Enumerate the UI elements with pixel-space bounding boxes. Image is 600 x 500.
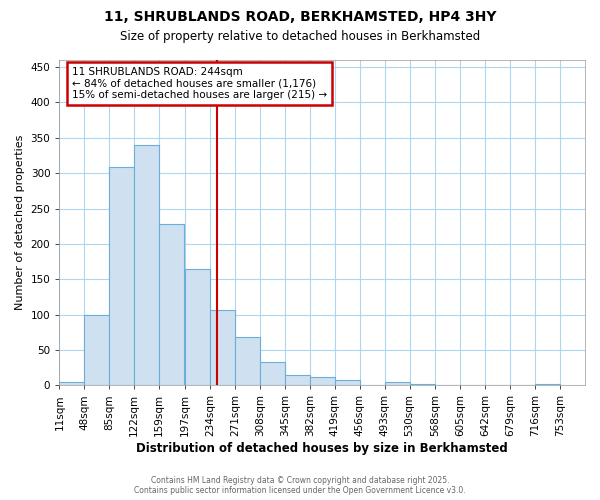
Bar xyxy=(410,384,434,386)
Bar xyxy=(210,310,235,386)
Text: Contains HM Land Registry data © Crown copyright and database right 2025.
Contai: Contains HM Land Registry data © Crown c… xyxy=(134,476,466,495)
Text: 11, SHRUBLANDS ROAD, BERKHAMSTED, HP4 3HY: 11, SHRUBLANDS ROAD, BERKHAMSTED, HP4 3H… xyxy=(104,10,496,24)
Bar xyxy=(385,382,410,386)
Bar xyxy=(235,337,260,386)
Text: Size of property relative to detached houses in Berkhamsted: Size of property relative to detached ho… xyxy=(120,30,480,43)
Bar xyxy=(59,382,85,386)
Bar xyxy=(185,268,210,386)
Bar xyxy=(335,380,359,386)
Y-axis label: Number of detached properties: Number of detached properties xyxy=(15,135,25,310)
Bar xyxy=(109,168,134,386)
Bar xyxy=(285,376,310,386)
Bar xyxy=(134,145,159,386)
Text: 11 SHRUBLANDS ROAD: 244sqm
← 84% of detached houses are smaller (1,176)
15% of s: 11 SHRUBLANDS ROAD: 244sqm ← 84% of deta… xyxy=(72,67,327,100)
X-axis label: Distribution of detached houses by size in Berkhamsted: Distribution of detached houses by size … xyxy=(136,442,508,455)
Bar xyxy=(535,384,560,386)
Bar xyxy=(260,362,285,386)
Bar xyxy=(159,224,184,386)
Bar xyxy=(85,314,109,386)
Bar xyxy=(310,377,335,386)
